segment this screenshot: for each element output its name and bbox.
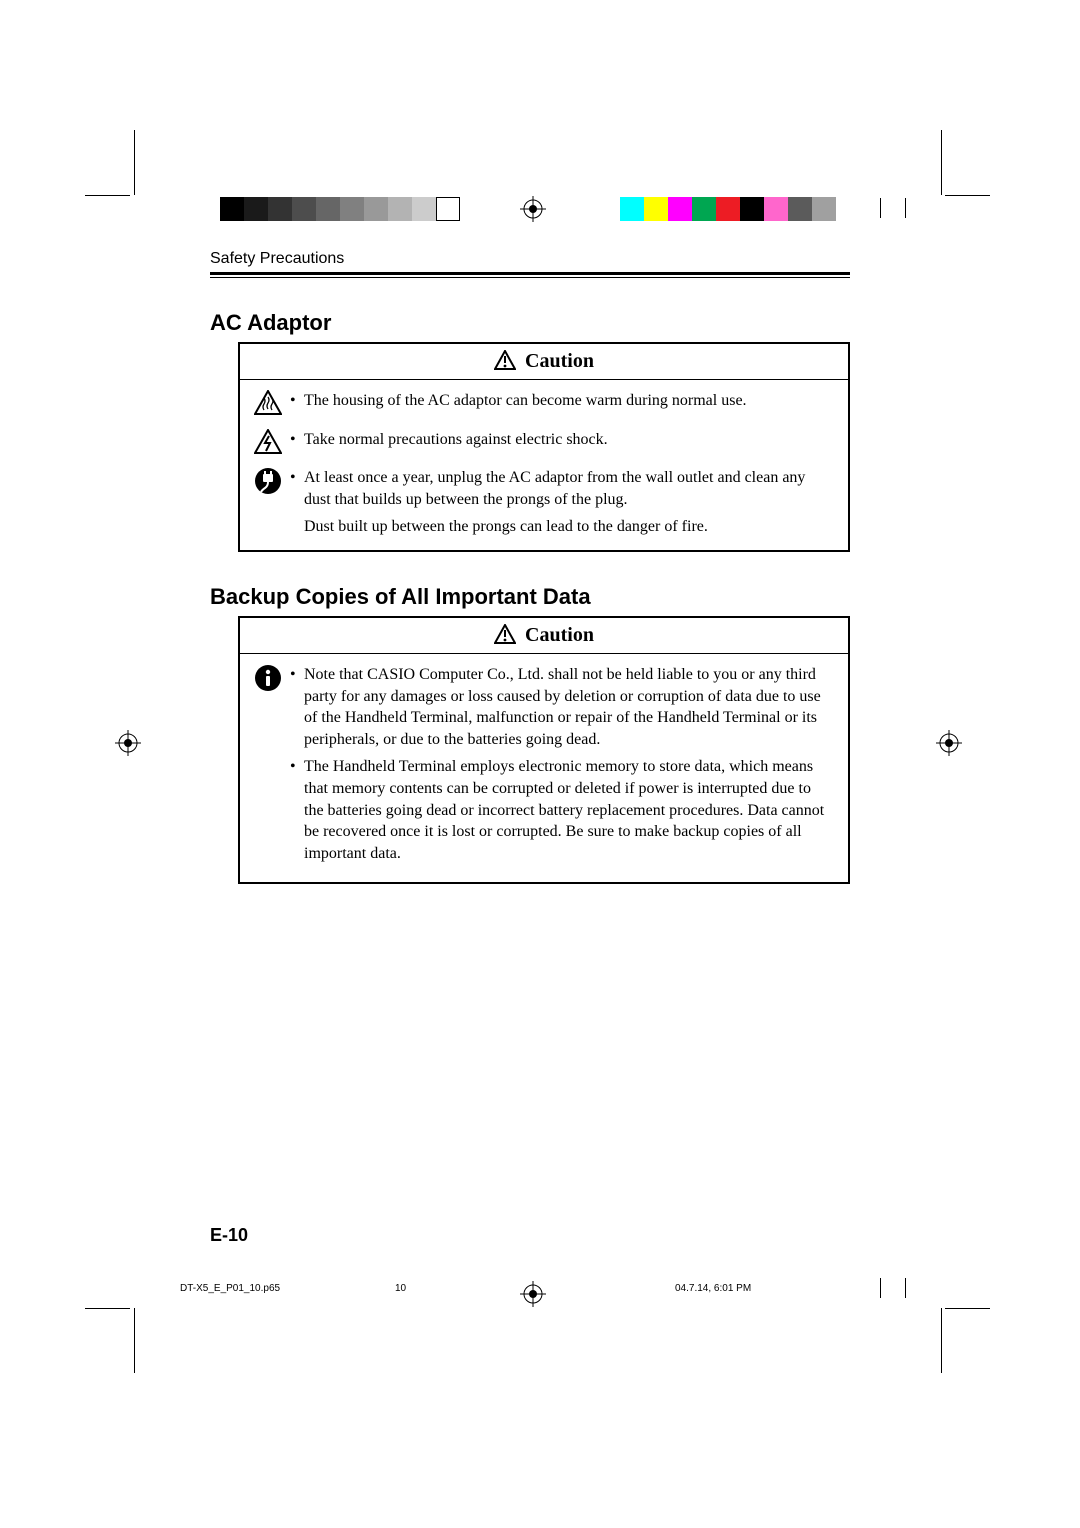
heat-icon — [254, 390, 290, 423]
caution-item: •Take normal precautions against electri… — [254, 429, 834, 462]
caution-heading: Caution — [240, 344, 848, 380]
caution-box-2: Caution •Note that CASIO Computer Co., L… — [238, 616, 850, 884]
registration-mark-icon — [520, 1281, 546, 1307]
section-title-backup: Backup Copies of All Important Data — [210, 584, 850, 610]
caution-text: Take normal precautions against electric… — [304, 429, 834, 451]
caution-box-1: Caution •The housing of the AC adaptor c… — [238, 342, 850, 552]
bullet: • — [290, 756, 304, 778]
warning-triangle-icon — [494, 350, 516, 370]
color-bar — [620, 197, 836, 221]
caution-item: •The housing of the AC adaptor can becom… — [254, 390, 834, 423]
header-rule — [210, 272, 850, 275]
caution-item: •The Handheld Terminal employs electroni… — [254, 756, 834, 864]
caution-text: At least once a year, unplug the AC adap… — [304, 467, 834, 510]
caution-followup: Dust built up between the prongs can lea… — [304, 516, 834, 538]
registration-mark-icon — [936, 730, 962, 756]
bullet: • — [290, 390, 304, 412]
running-head: Safety Precautions — [210, 250, 850, 268]
bullet: • — [290, 467, 304, 489]
footer-date: 04.7.14, 6:01 PM — [675, 1283, 751, 1294]
caution-label: Caution — [525, 624, 594, 646]
caution-text: The housing of the AC adaptor can become… — [304, 390, 834, 412]
caution-text: The Handheld Terminal employs electronic… — [304, 756, 834, 864]
header-rule-thin — [210, 277, 850, 278]
bullet: • — [290, 664, 304, 686]
section-title-ac-adaptor: AC Adaptor — [210, 310, 850, 336]
caution-item: •Note that CASIO Computer Co., Ltd. shal… — [254, 664, 834, 750]
footer-page: 10 — [395, 1283, 406, 1294]
grayscale-bar — [220, 197, 460, 221]
caution-item: •At least once a year, unplug the AC ada… — [254, 467, 834, 510]
registration-mark-icon — [115, 730, 141, 756]
registration-mark-icon — [520, 196, 546, 222]
notice-icon — [254, 664, 290, 699]
caution-label: Caution — [525, 350, 594, 372]
bullet: • — [290, 429, 304, 451]
page-number: E-10 — [210, 1225, 248, 1246]
caution-text: Note that CASIO Computer Co., Ltd. shall… — [304, 664, 834, 750]
footer-filename: DT-X5_E_P01_10.p65 — [180, 1283, 280, 1294]
shock-icon — [254, 429, 290, 462]
caution-heading: Caution — [240, 618, 848, 654]
unplug-icon — [254, 467, 290, 502]
warning-triangle-icon — [494, 624, 516, 644]
